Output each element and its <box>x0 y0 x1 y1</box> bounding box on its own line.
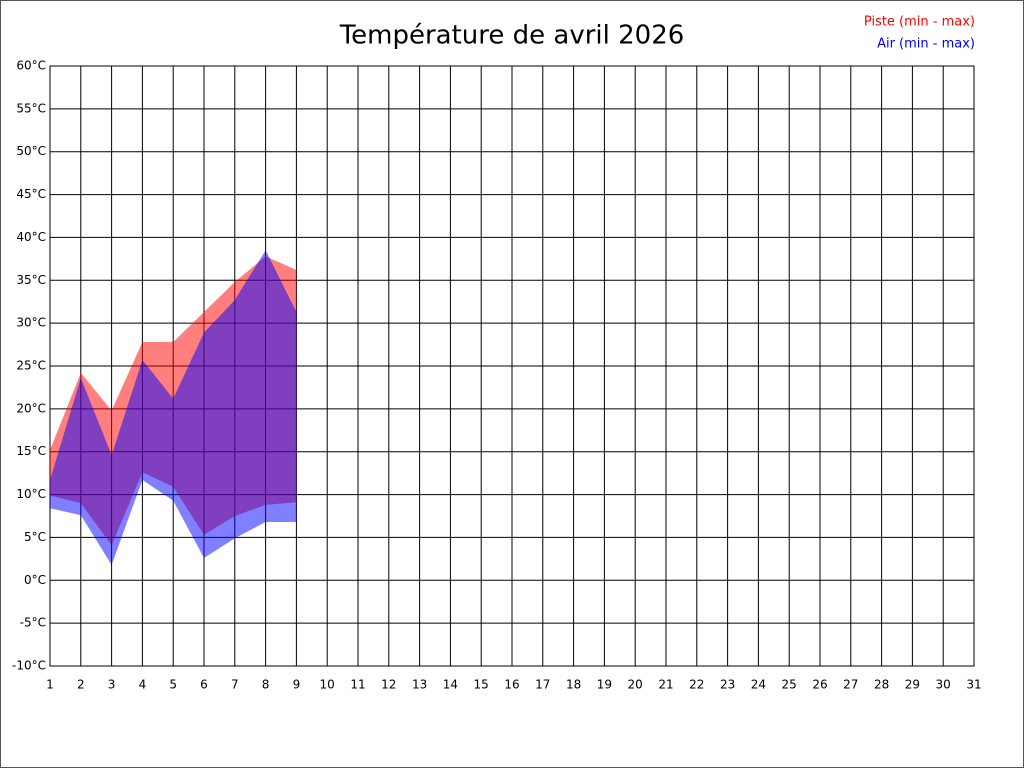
y-tick-label: 25°C <box>16 359 46 373</box>
x-tick-label: 28 <box>874 678 889 692</box>
y-tick-label: 60°C <box>16 59 46 73</box>
x-tick-label: 1 <box>46 678 54 692</box>
chart-title: Température de avril 2026 <box>339 21 685 51</box>
y-tick-label: 20°C <box>16 401 46 415</box>
x-tick-label: 19 <box>597 678 612 692</box>
x-tick-label: 22 <box>689 678 704 692</box>
x-tick-label: 30 <box>936 678 951 692</box>
x-tick-label: 21 <box>658 678 673 692</box>
range-area <box>50 250 297 565</box>
y-tick-label: 35°C <box>16 273 46 287</box>
x-tick-label: 8 <box>262 678 270 692</box>
x-tick-label: 23 <box>720 678 735 692</box>
x-tick-label: 4 <box>139 678 147 692</box>
x-tick-label: 5 <box>169 678 177 692</box>
x-tick-label: 3 <box>108 678 116 692</box>
x-tick-label: 2 <box>77 678 85 692</box>
legend-entry: Piste (min - max) <box>864 15 975 30</box>
legend-entry: Air (min - max) <box>877 37 975 52</box>
x-tick-label: 16 <box>504 678 519 692</box>
x-tick-label: 31 <box>966 678 981 692</box>
y-tick-label: 30°C <box>16 316 46 330</box>
y-tick-label: 5°C <box>24 530 46 544</box>
y-tick-label: 15°C <box>16 444 46 458</box>
x-tick-label: 7 <box>231 678 239 692</box>
x-tick-label: 25 <box>782 678 797 692</box>
x-tick-label: 15 <box>474 678 489 692</box>
x-tick-label: 11 <box>350 678 365 692</box>
x-tick-label: 9 <box>293 678 301 692</box>
x-tick-label: 12 <box>381 678 396 692</box>
x-tick-label: 20 <box>628 678 643 692</box>
x-tick-label: 24 <box>751 678 766 692</box>
y-tick-label: -5°C <box>20 616 46 630</box>
y-tick-label: -10°C <box>12 659 46 673</box>
y-tick-label: 45°C <box>16 187 46 201</box>
y-tick-label: 50°C <box>16 144 46 158</box>
y-tick-label: 10°C <box>16 487 46 501</box>
x-tick-label: 26 <box>812 678 827 692</box>
x-tick-label: 17 <box>535 678 550 692</box>
y-tick-label: 0°C <box>24 573 46 587</box>
x-tick-label: 10 <box>320 678 335 692</box>
x-tick-label: 18 <box>566 678 581 692</box>
x-tick-label: 6 <box>200 678 208 692</box>
x-tick-label: 27 <box>843 678 858 692</box>
y-tick-label: 55°C <box>16 101 46 115</box>
y-tick-label: 40°C <box>16 230 46 244</box>
x-tick-label: 13 <box>412 678 427 692</box>
x-tick-label: 14 <box>443 678 458 692</box>
x-tick-label: 29 <box>905 678 920 692</box>
